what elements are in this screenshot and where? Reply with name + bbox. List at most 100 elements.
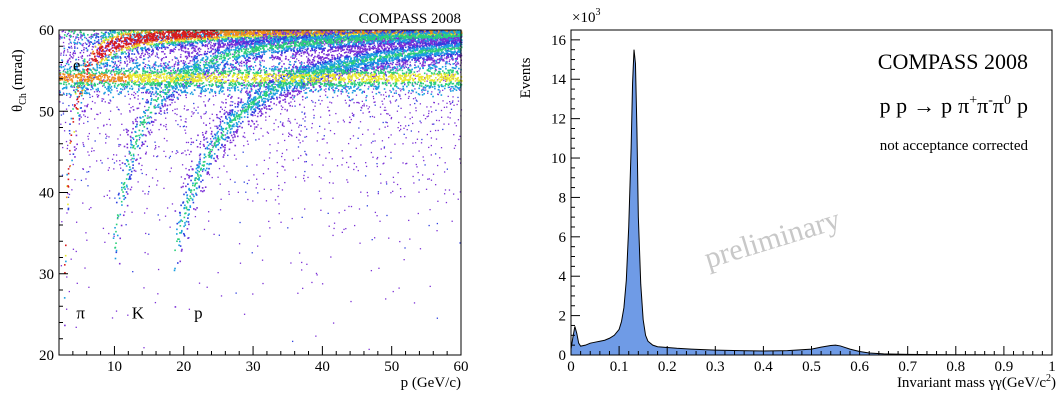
heatmap-cell bbox=[87, 185, 89, 187]
heatmap-cell bbox=[213, 42, 215, 45]
heatmap-cell bbox=[241, 36, 243, 38]
heatmap-cell bbox=[76, 143, 78, 146]
heatmap-cell bbox=[203, 61, 205, 63]
heatmap-cell bbox=[103, 50, 105, 52]
heatmap-cell bbox=[164, 36, 167, 38]
heatmap-cell bbox=[108, 49, 110, 51]
heatmap-cell bbox=[72, 57, 74, 59]
heatmap-cell bbox=[400, 107, 402, 109]
heatmap-cell bbox=[332, 182, 334, 184]
heatmap-cell bbox=[292, 159, 294, 161]
heatmap-cell bbox=[280, 105, 283, 107]
heatmap-cell bbox=[296, 33, 299, 35]
heatmap-cell bbox=[426, 80, 428, 82]
heatmap-cell bbox=[294, 54, 296, 56]
heatmap-cell bbox=[409, 104, 411, 106]
heatmap-cell bbox=[72, 36, 74, 38]
heatmap-cell bbox=[422, 87, 424, 89]
heatmap-cell bbox=[453, 62, 456, 65]
heatmap-cell bbox=[442, 89, 444, 91]
heatmap-cell bbox=[177, 151, 179, 153]
heatmap-cell bbox=[83, 89, 85, 91]
heatmap-cell bbox=[180, 46, 183, 49]
heatmap-cell bbox=[88, 154, 90, 156]
heatmap-cell bbox=[311, 32, 313, 35]
heatmap-cell bbox=[421, 65, 423, 67]
heatmap-cell bbox=[102, 32, 105, 35]
heatmap-cell bbox=[428, 112, 430, 115]
heatmap-cell bbox=[355, 43, 358, 45]
heatmap-cell bbox=[324, 44, 326, 46]
heatmap-cell bbox=[453, 104, 455, 106]
heatmap-cell bbox=[198, 47, 201, 50]
heatmap-cell bbox=[107, 54, 109, 56]
heatmap-cell bbox=[240, 84, 243, 87]
heatmap-cell bbox=[176, 70, 178, 72]
heatmap-cell bbox=[218, 46, 221, 49]
heatmap-cell bbox=[192, 42, 195, 45]
heatmap-cell bbox=[139, 32, 142, 34]
heatmap-cell bbox=[280, 38, 283, 41]
heatmap-cell bbox=[163, 137, 166, 140]
heatmap-cell bbox=[185, 118, 187, 120]
heatmap-cell bbox=[236, 44, 238, 46]
heatmap-cell bbox=[206, 137, 208, 139]
heatmap-cell bbox=[350, 205, 353, 208]
heatmap-cell bbox=[184, 61, 187, 63]
heatmap-cell bbox=[430, 179, 433, 181]
heatmap-cell bbox=[435, 44, 437, 46]
heatmap-cell bbox=[162, 50, 164, 53]
heatmap-cell bbox=[216, 40, 219, 43]
heatmap-cell bbox=[304, 112, 306, 114]
heatmap-cell bbox=[353, 224, 356, 227]
heatmap-cell bbox=[115, 48, 118, 50]
heatmap-cell bbox=[402, 143, 404, 145]
heatmap-cell bbox=[162, 37, 164, 40]
heatmap-cell bbox=[416, 70, 418, 73]
heatmap-cell bbox=[256, 178, 258, 180]
heatmap-cell bbox=[232, 53, 234, 55]
heatmap-cell bbox=[428, 178, 430, 180]
heatmap-cell bbox=[385, 91, 387, 93]
heatmap-cell bbox=[410, 92, 412, 95]
heatmap-cell bbox=[253, 34, 256, 37]
heatmap-cell bbox=[141, 75, 144, 77]
heatmap-cell bbox=[194, 215, 197, 218]
heatmap-cell bbox=[410, 130, 413, 132]
heatmap-cell bbox=[231, 104, 233, 107]
heatmap-cell bbox=[252, 55, 254, 57]
heatmap-cell bbox=[180, 49, 183, 52]
heatmap-cell bbox=[358, 208, 361, 210]
heatmap-cell bbox=[445, 78, 447, 81]
heatmap-cell bbox=[343, 121, 345, 123]
heatmap-cell bbox=[299, 134, 301, 136]
heatmap-cell bbox=[279, 97, 281, 99]
heatmap-cell bbox=[286, 109, 289, 111]
heatmap-cell bbox=[75, 130, 77, 132]
heatmap-cell bbox=[109, 35, 112, 38]
heatmap-cell bbox=[450, 88, 452, 90]
heatmap-cell bbox=[259, 92, 262, 95]
heatmap-cell bbox=[223, 44, 226, 46]
heatmap-cell bbox=[114, 197, 116, 199]
heatmap-cell bbox=[349, 116, 351, 118]
heatmap-cell bbox=[192, 41, 195, 43]
heatmap-cell bbox=[317, 32, 319, 34]
heatmap-cell bbox=[453, 133, 455, 136]
heatmap-cell bbox=[59, 38, 61, 40]
heatmap-cell bbox=[107, 42, 110, 45]
heatmap-cell bbox=[66, 49, 69, 51]
heatmap-cell bbox=[219, 183, 221, 185]
heatmap-cell bbox=[75, 221, 78, 223]
heatmap-cell bbox=[437, 37, 440, 39]
heatmap-cell bbox=[158, 71, 160, 73]
heatmap-cell bbox=[344, 86, 346, 88]
heatmap-cell bbox=[304, 97, 307, 99]
heatmap-cell bbox=[307, 47, 309, 50]
heatmap-cell bbox=[303, 89, 305, 92]
heatmap-cell bbox=[396, 183, 399, 186]
heatmap-cell bbox=[326, 142, 328, 144]
heatmap-cell bbox=[329, 44, 332, 47]
heatmap-cell bbox=[376, 165, 378, 168]
heatmap-cell bbox=[82, 43, 84, 45]
